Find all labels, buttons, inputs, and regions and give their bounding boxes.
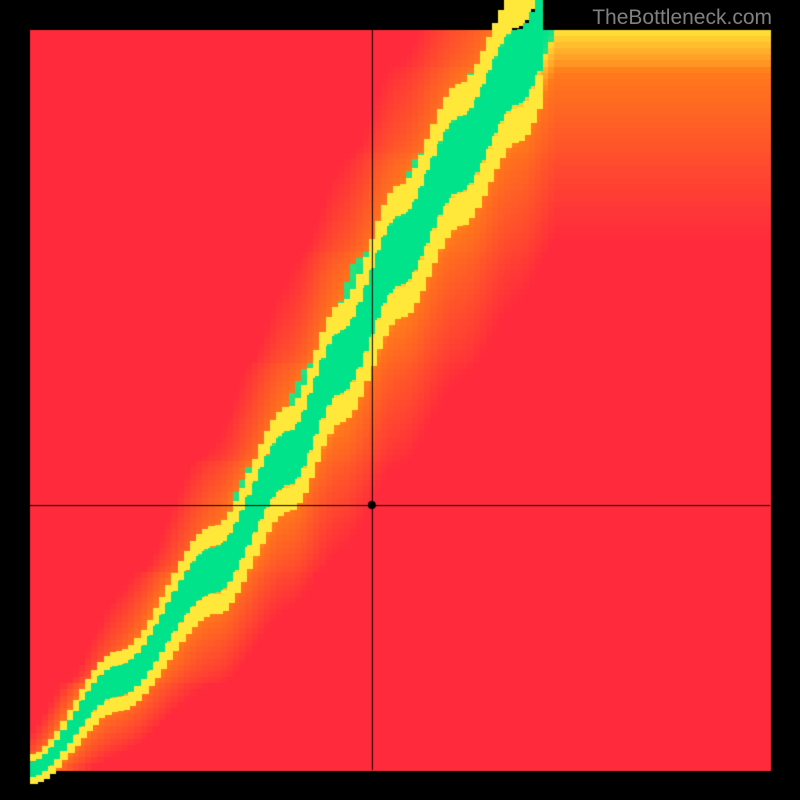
bottleneck-heatmap: [0, 0, 800, 800]
watermark-text: TheBottleneck.com: [592, 6, 772, 30]
chart-container: { "canvas": { "width": 800, "height": 80…: [0, 0, 800, 800]
